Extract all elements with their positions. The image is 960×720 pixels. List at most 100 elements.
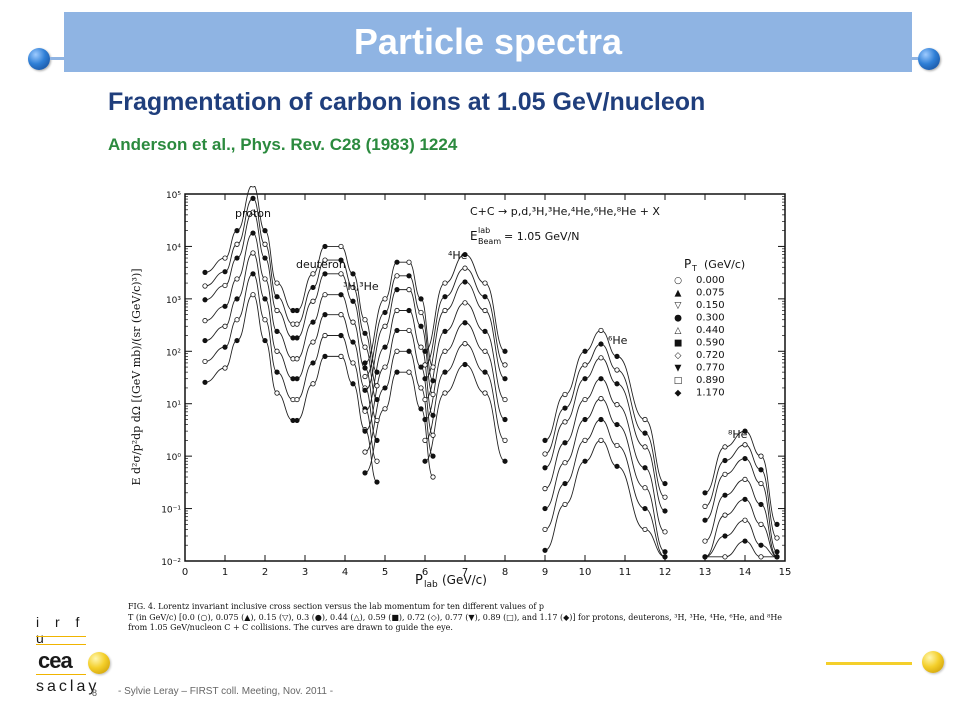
data-point bbox=[262, 296, 268, 302]
data-point bbox=[422, 376, 428, 382]
data-point bbox=[338, 292, 344, 298]
data-point bbox=[350, 298, 356, 304]
spectrum-curve bbox=[204, 294, 294, 421]
spectrum-curve bbox=[424, 364, 506, 462]
data-point bbox=[430, 474, 436, 480]
data-point bbox=[406, 273, 412, 279]
data-point bbox=[722, 533, 728, 539]
data-point bbox=[294, 396, 300, 403]
y-tick-label: 10⁴ bbox=[166, 243, 181, 253]
y-axis-label: E d²σ/p²dp dΩ [(GeV mb)/(sr (GeV/c)³)] bbox=[130, 268, 143, 485]
data-point bbox=[774, 521, 780, 527]
y-tick-label: 10⁻¹ bbox=[161, 506, 181, 516]
data-point bbox=[234, 296, 240, 302]
particle-label: ⁸He bbox=[728, 428, 748, 441]
data-point bbox=[362, 449, 368, 455]
data-point bbox=[222, 255, 228, 261]
data-point bbox=[758, 467, 764, 473]
data-point bbox=[614, 421, 620, 428]
legend-value: 0.720 bbox=[696, 350, 725, 361]
data-point bbox=[502, 348, 508, 354]
plot-frame bbox=[184, 193, 786, 562]
data-point bbox=[362, 470, 368, 476]
right-yellow-dot-icon bbox=[922, 651, 944, 673]
x-tick-group: 0 1 2 3 4 5 6 7 8 9 10 11 12 13 14 15 bbox=[182, 194, 791, 578]
data-point bbox=[382, 323, 388, 329]
logo-saclay-text: saclay bbox=[36, 678, 100, 695]
data-point bbox=[310, 319, 316, 325]
data-point bbox=[430, 378, 436, 384]
data-point bbox=[642, 416, 648, 423]
data-point bbox=[274, 294, 280, 300]
data-point bbox=[542, 451, 548, 457]
data-point bbox=[562, 405, 568, 411]
data-point bbox=[582, 362, 588, 368]
data-point bbox=[742, 517, 748, 523]
data-point bbox=[250, 250, 256, 256]
data-point bbox=[430, 432, 436, 438]
data-point bbox=[758, 453, 764, 459]
legend-value: 0.890 bbox=[696, 375, 725, 386]
data-point bbox=[382, 406, 388, 412]
left-yellow-dot-icon bbox=[88, 652, 110, 674]
x-tick-label: 3 bbox=[302, 567, 308, 578]
data-point bbox=[562, 419, 568, 425]
data-point bbox=[362, 317, 368, 323]
data-point bbox=[382, 344, 388, 350]
beam-energy-symbol: E bbox=[470, 229, 478, 243]
data-point bbox=[662, 554, 668, 560]
data-point bbox=[250, 230, 256, 236]
data-point bbox=[202, 358, 208, 365]
data-point bbox=[442, 369, 448, 375]
data-point bbox=[542, 437, 548, 443]
data-point bbox=[502, 437, 508, 443]
data-point bbox=[482, 390, 488, 396]
data-point bbox=[702, 538, 708, 544]
data-point bbox=[722, 554, 728, 560]
legend-title: P bbox=[684, 257, 691, 271]
data-point bbox=[430, 364, 436, 370]
data-point bbox=[742, 442, 748, 448]
data-point bbox=[482, 307, 488, 314]
spectrum-curve bbox=[364, 261, 434, 368]
legend-title-subscript: T bbox=[691, 264, 697, 273]
data-point bbox=[394, 327, 400, 334]
data-point bbox=[742, 538, 748, 544]
data-point bbox=[702, 554, 708, 560]
data-point bbox=[442, 390, 448, 396]
data-point bbox=[722, 444, 728, 450]
data-point bbox=[598, 376, 604, 382]
y-tick-label: 10² bbox=[166, 348, 181, 358]
data-point bbox=[702, 517, 708, 523]
data-point bbox=[382, 296, 388, 302]
data-point bbox=[418, 344, 424, 350]
data-point bbox=[430, 391, 436, 398]
data-point bbox=[262, 317, 268, 323]
data-point bbox=[222, 365, 228, 371]
data-point bbox=[758, 554, 764, 560]
data-point bbox=[642, 444, 648, 450]
data-point bbox=[542, 526, 548, 533]
title-bar bbox=[64, 12, 912, 72]
spectrum-curve bbox=[204, 273, 294, 401]
data-point bbox=[222, 282, 228, 289]
data-point bbox=[310, 360, 316, 366]
data-point bbox=[234, 337, 240, 344]
data-point bbox=[562, 460, 568, 466]
legend-symbol: ● bbox=[674, 314, 682, 324]
data-point bbox=[362, 373, 368, 380]
legend-symbol: □ bbox=[674, 376, 683, 386]
data-point bbox=[406, 287, 412, 293]
data-point bbox=[310, 298, 316, 304]
legend-symbol: ◇ bbox=[675, 351, 682, 361]
data-point bbox=[362, 330, 368, 336]
data-point bbox=[442, 328, 448, 334]
data-point bbox=[374, 396, 380, 403]
data-point bbox=[702, 503, 708, 510]
data-point bbox=[582, 348, 588, 354]
spectrum-curve bbox=[296, 294, 378, 421]
data-point bbox=[442, 294, 448, 300]
data-point bbox=[322, 332, 328, 339]
data-point bbox=[562, 480, 568, 487]
data-point bbox=[598, 355, 604, 361]
